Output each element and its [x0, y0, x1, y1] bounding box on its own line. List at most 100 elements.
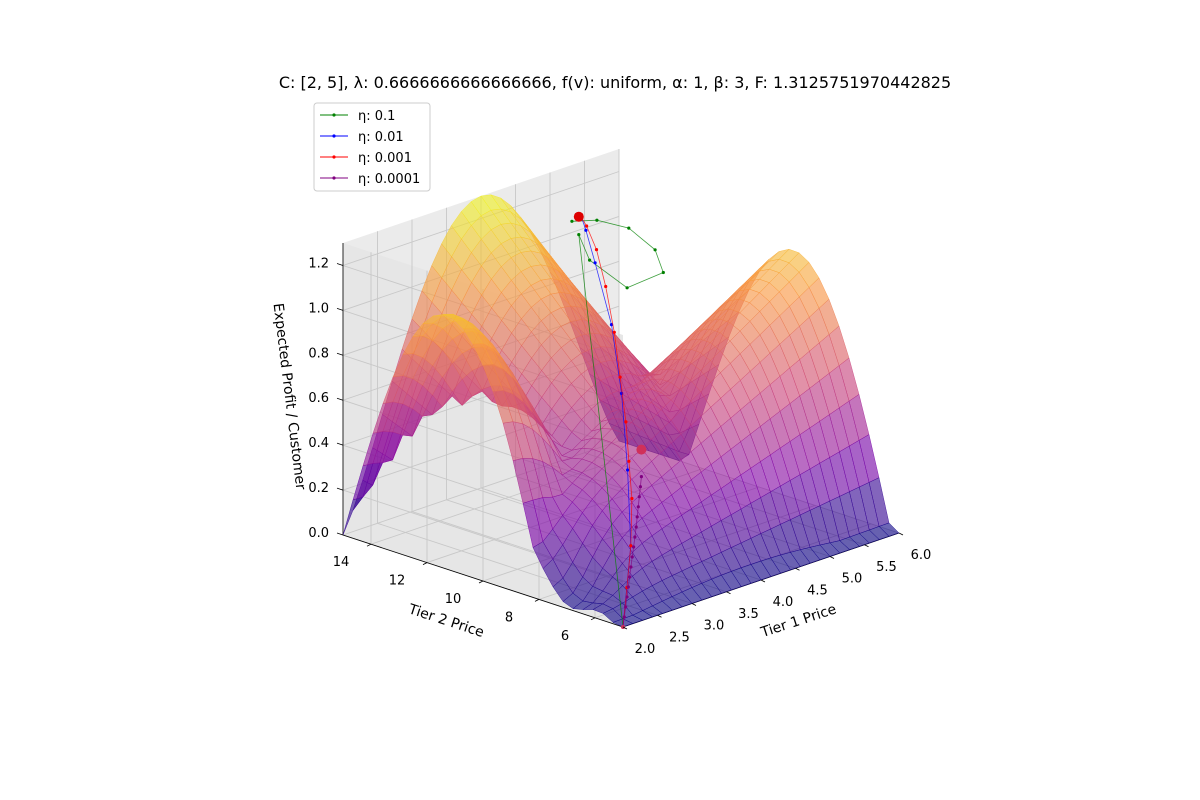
y-tick-label: 6 [561, 629, 569, 644]
legend-marker [332, 113, 336, 117]
series-point [634, 525, 638, 529]
x-tick [691, 603, 697, 606]
series-point [639, 475, 644, 479]
z-tick-label: 0.4 [308, 436, 329, 451]
x-tick [760, 579, 766, 583]
x-tick-label: 2.5 [669, 630, 690, 645]
legend-label: η: 0.0001 [358, 172, 420, 187]
series-point [618, 375, 622, 379]
x-tick-label: 4.5 [807, 583, 828, 598]
z-tick-label: 1.0 [308, 301, 329, 316]
x-tick [726, 591, 731, 595]
series-point [635, 515, 639, 519]
legend-label: η: 0.01 [358, 130, 404, 145]
legend-frame [313, 102, 431, 192]
legend: η: 0.1 η: 0.01 η: 0.001 η: 0.0001 [313, 102, 431, 192]
axis-ticks: 2.0 2.5 3.0 3.5 4.0 4.5 5.0 5.5 6.0 6 8 10 12 14 0.0 0.… [308, 257, 931, 658]
series-point [626, 585, 630, 589]
y-tick [366, 543, 372, 547]
z-tick-label: 0.2 [308, 481, 329, 496]
x-tick-label: 5.5 [876, 560, 897, 575]
legend-marker [332, 176, 336, 180]
y-tick-label: 12 [389, 574, 406, 589]
series-point [627, 459, 631, 463]
series-point [637, 495, 641, 499]
series-point [585, 224, 589, 228]
x-tick-label: 5.0 [842, 572, 863, 587]
z-axis-label: Expected Profit / Customer [270, 302, 309, 491]
legend-label: η: 0.1 [358, 109, 395, 124]
series-point [630, 496, 634, 501]
series-line [581, 217, 632, 628]
series-point [570, 219, 574, 223]
series-point [594, 248, 599, 252]
x-tick [795, 567, 800, 571]
surface-patch [612, 618, 634, 628]
series-point [633, 535, 637, 539]
z-tick-label: 0.8 [308, 346, 329, 361]
z-tick [336, 442, 344, 446]
y-tick [590, 617, 596, 621]
series-point [595, 218, 599, 222]
x-tick [829, 556, 835, 559]
z-tick [336, 352, 344, 356]
chart-title: C: [2, 5], λ: 0.6666666666666666, f(v): … [279, 73, 951, 92]
series-point [626, 468, 630, 472]
series-point [636, 505, 640, 509]
series-point [661, 270, 665, 275]
series-point [638, 485, 643, 489]
y-tick [534, 599, 540, 602]
legend-label: η: 0.001 [358, 151, 412, 166]
series-point [629, 565, 633, 569]
y-tick-label: 10 [445, 592, 462, 607]
series-point [627, 226, 631, 230]
series-point [588, 258, 592, 262]
z-tick [336, 397, 344, 401]
series-point [632, 545, 636, 549]
legend-marker [332, 134, 336, 138]
series-point [593, 261, 597, 265]
optimum-marker [573, 211, 584, 222]
x-tick [657, 614, 662, 618]
x-tick-label: 2.0 [635, 642, 656, 657]
x-tick-label: 4.0 [773, 595, 794, 610]
z-tick [336, 487, 344, 491]
series-point [625, 595, 629, 599]
x-tick-label: 6.0 [911, 548, 932, 563]
x-axis-label: Tier 1 Price [758, 601, 838, 641]
series-point [624, 420, 628, 424]
series-point [622, 615, 626, 619]
series-point [624, 605, 628, 609]
x-tick-label: 3.5 [738, 607, 759, 622]
profit-surface [342, 194, 900, 628]
series-point [612, 330, 616, 334]
series-point [604, 284, 608, 289]
series-point [653, 248, 657, 252]
series-point [630, 555, 634, 559]
series-line [581, 217, 633, 628]
series-point [577, 233, 581, 237]
series-point [628, 575, 632, 579]
series-point [629, 544, 633, 548]
legend-marker [332, 155, 336, 159]
series-point [584, 228, 588, 232]
x-tick [864, 544, 869, 548]
series-line [622, 476, 642, 628]
z-tick [336, 263, 344, 266]
x-tick-label: 3.0 [704, 619, 725, 634]
y-tick [422, 562, 428, 565]
z-tick [336, 308, 344, 311]
z-tick-label: 1.2 [308, 257, 329, 272]
series-point [625, 286, 629, 290]
y-tick [478, 580, 484, 584]
mid-marker [636, 444, 647, 455]
z-tick-label: 0.0 [308, 526, 329, 541]
x-tick [622, 626, 628, 630]
z-tick [336, 532, 344, 536]
y-tick-label: 14 [333, 555, 350, 570]
y-axis-label: Tier 2 Price [406, 601, 486, 641]
x-tick [898, 532, 904, 536]
z-tick-label: 0.6 [308, 391, 329, 406]
y-tick-label: 8 [505, 610, 513, 625]
